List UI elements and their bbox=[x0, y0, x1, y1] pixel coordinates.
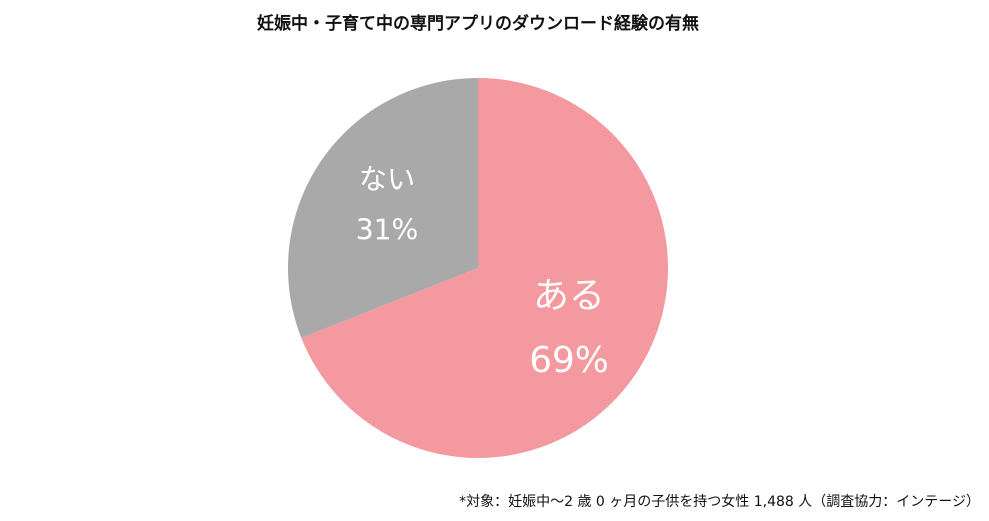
value-label: 31% bbox=[356, 214, 419, 247]
pie-slice bbox=[301, 78, 669, 458]
slice-label: ない bbox=[359, 163, 415, 196]
footnote: *対象：妊娠中〜2 歳 0 ヶ月の子供を持つ女性 1,488 人（調査協力：イン… bbox=[459, 493, 980, 510]
value-label: 69% bbox=[529, 340, 609, 381]
pie-slice bbox=[287, 78, 478, 338]
slice-label: ある bbox=[533, 276, 605, 317]
chart-title: 妊娠中・子育て中の専門アプリのダウンロード経験の有無 bbox=[257, 13, 699, 34]
